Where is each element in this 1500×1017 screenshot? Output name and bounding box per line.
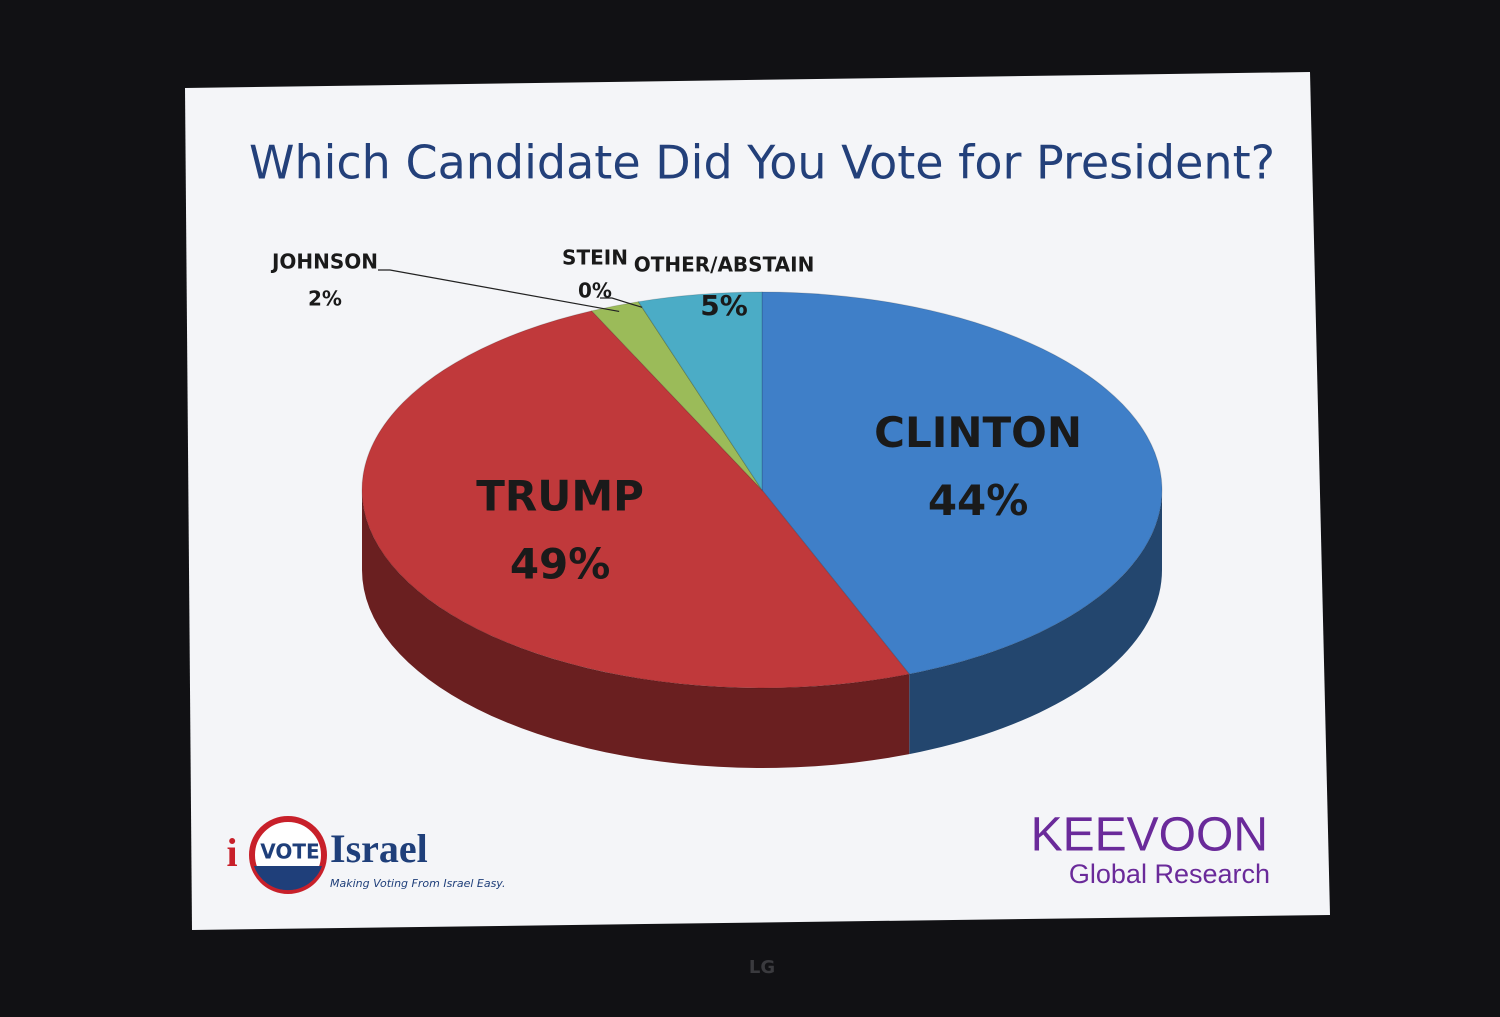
slice-category-label: OTHER/ABSTAIN xyxy=(634,253,815,277)
slice-side xyxy=(909,490,1162,755)
logo-badge-base xyxy=(254,866,322,891)
chart-title: Which Candidate Did You Vote for Preside… xyxy=(249,136,1275,190)
slice-category-label: CLINTON xyxy=(874,408,1082,457)
slice xyxy=(761,291,1163,675)
slice xyxy=(590,301,763,491)
slice-value-label: 44% xyxy=(928,476,1029,525)
slice-value-label: 49% xyxy=(510,540,611,589)
slice-value-label: 5% xyxy=(700,289,748,322)
slice-category-label: JOHNSON xyxy=(270,250,378,274)
logo-tagline: Making Voting From Israel Easy. xyxy=(330,877,505,890)
logo-badge-text: VOTE xyxy=(260,840,319,864)
right-logo: KEEVOON Global Research xyxy=(1031,809,1270,889)
monitor-brand: LG xyxy=(749,957,775,978)
slice-value-label: 2% xyxy=(308,287,342,311)
logo-subtitle: Global Research xyxy=(1069,859,1270,889)
logo-i: i xyxy=(226,830,237,875)
slice xyxy=(637,301,763,491)
slice-value-label: 0% xyxy=(578,279,612,303)
slice xyxy=(637,291,763,492)
pie: CLINTON 44% TRUMP 49% JOHNSON 2% STEIN 0% OTHER/… xyxy=(270,246,1163,768)
slice xyxy=(361,310,911,689)
leader-line xyxy=(378,269,620,313)
slice-category-label: STEIN xyxy=(562,246,628,270)
slice-category-label: TRUMP xyxy=(476,472,644,521)
leader-line xyxy=(600,297,643,308)
left-logo: i VOTE Israel Making Voting From Israel … xyxy=(226,816,505,894)
logo-keevoon: KEEVOON xyxy=(1031,809,1268,862)
slice-side xyxy=(362,490,910,768)
logo-name: Israel xyxy=(330,826,428,871)
